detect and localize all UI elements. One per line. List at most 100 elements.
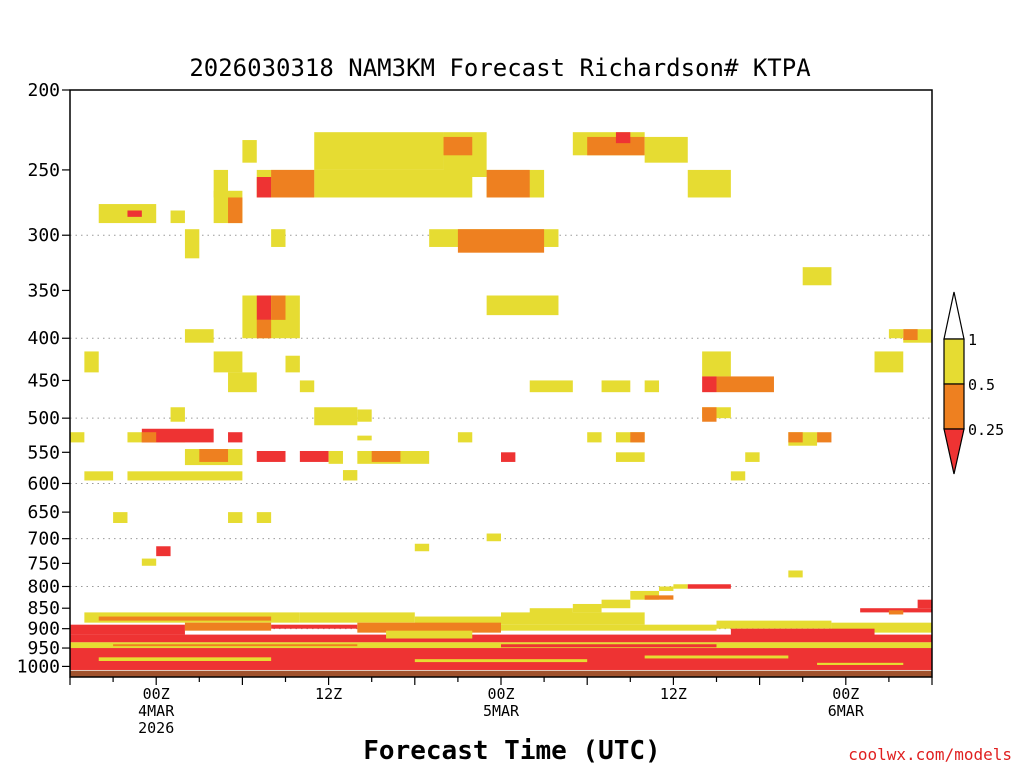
ri-cell-b05_1 [184, 329, 214, 343]
x-tick-label: 2026 [138, 719, 174, 737]
ri-cell-lt025 [256, 177, 272, 198]
ri-cell-lt025 [730, 628, 875, 641]
ri-cell-b05_1 [457, 432, 473, 443]
ri-cell-b05_1 [730, 471, 746, 481]
ri-cell-b05_1 [414, 616, 501, 627]
ri-cell-b05_1 [529, 608, 573, 617]
colorbar-legend: 0.25 0.5 1 [943, 291, 1004, 475]
ri-cell-b05_1 [414, 543, 430, 552]
ri-cell-b05_1 [228, 512, 243, 523]
ri-cell-b05_1 [644, 380, 660, 393]
ri-cell-b05_1 [587, 432, 602, 443]
ri-cell-b05_1 [256, 512, 272, 523]
ri-cell-b05_1 [601, 380, 631, 393]
ri-cell-b025_05 [228, 197, 243, 224]
ri-cell-b05_1 [414, 659, 588, 663]
colorbar-label: 0.5 [968, 376, 995, 394]
ri-cell-b025_05 [702, 407, 717, 422]
ri-cell-lt025 [299, 450, 329, 462]
y-tick-label: 200 [27, 80, 60, 101]
colorbar-label: 0.25 [968, 421, 1004, 439]
ri-cell-b025_05 [630, 432, 645, 443]
ri-cell-b05_1 [98, 204, 157, 224]
ri-cell-lt025 [70, 634, 932, 643]
ri-cell-b05_1 [127, 471, 243, 481]
y-tick-label: 650 [27, 502, 60, 523]
ri-cell-lt025 [70, 624, 185, 635]
ri-cell-b05_1 [242, 140, 257, 163]
ri-cell-b05_1 [342, 470, 358, 481]
y-tick-label: 1000 [17, 656, 60, 677]
richardson-cells [70, 132, 932, 670]
ri-cell-lt025 [501, 644, 717, 648]
ri-cell-b025_05 [903, 329, 918, 341]
ri-cell-b05_1 [615, 452, 645, 462]
x-tick-label: 5MAR [483, 702, 520, 720]
ri-cell-b05_1 [285, 355, 300, 373]
chart-title: 2026030318 NAM3KM Forecast Richardson# K… [189, 54, 811, 82]
x-tick-label: 4MAR [138, 702, 175, 720]
x-tick-label: 00Z [832, 685, 859, 703]
ri-cell-b05_1 [874, 351, 904, 373]
ri-cell-lt025 [228, 432, 243, 443]
ri-cell-lt025 [70, 648, 932, 670]
ri-cell-b05_1 [170, 210, 185, 224]
ri-cell-b025_05 [817, 432, 832, 443]
ri-cell-b025_05 [587, 136, 645, 156]
ri-cell-b05_1 [486, 533, 501, 542]
ri-cell-b025_05 [788, 432, 803, 443]
ri-cell-lt025 [256, 450, 286, 462]
ri-cell-b05_1 [831, 622, 932, 633]
ri-cell-b05_1 [630, 590, 660, 600]
y-tick-label: 550 [27, 442, 60, 463]
ri-cell-b05_1 [328, 450, 343, 464]
ri-cell-b05_1 [788, 570, 803, 578]
ri-cell-b05_1 [572, 603, 602, 613]
ri-cell-lt025 [687, 584, 731, 589]
ri-cell-b025_05 [443, 136, 473, 156]
ri-cell-b025_05 [271, 169, 315, 198]
ri-cell-b05_1 [601, 599, 631, 609]
colorbar-over-triangle [943, 291, 965, 340]
colorbar-label: 1 [968, 331, 977, 349]
ri-cell-b05_1 [673, 584, 688, 589]
ri-cell-b025_05 [113, 644, 358, 647]
ri-cell-b025_05 [98, 616, 272, 621]
ri-cell-b025_05 [184, 622, 272, 631]
ri-cell-b025_05 [486, 169, 530, 198]
ri-cell-b05_1 [357, 409, 372, 422]
ri-cell-b05_1 [141, 558, 157, 566]
ri-cell-b025_05 [256, 319, 272, 339]
x-tick-label: 12Z [315, 685, 342, 703]
ri-cell-b05_1 [687, 169, 731, 198]
ri-cell-lt025 [127, 210, 142, 217]
ri-cell-b05_1 [213, 351, 243, 373]
ri-cell-b05_1 [529, 380, 573, 393]
ri-cell-b05_1 [716, 620, 832, 629]
ri-cell-b05_1 [745, 452, 760, 462]
ri-cell-b05_1 [314, 132, 444, 170]
ri-cell-b05_1 [213, 169, 229, 198]
ri-cell-b025_05 [199, 449, 229, 462]
y-tick-label: 250 [27, 160, 60, 181]
ri-cell-b05_1 [113, 512, 128, 523]
y-tick-label: 950 [27, 638, 60, 659]
ri-cell-lt025 [141, 428, 214, 443]
ri-cell-b025_05 [371, 450, 401, 462]
ri-cell-b05_1 [271, 229, 286, 247]
ri-cell-b05_1 [501, 612, 645, 625]
y-tick-label: 600 [27, 473, 60, 494]
ri-cell-b025_05 [357, 622, 501, 633]
ri-cell-b05_1 [659, 586, 674, 591]
ri-cell-lt025 [271, 624, 358, 629]
ri-cell-b05_1 [84, 471, 114, 481]
ri-cell-lt025 [615, 132, 631, 144]
y-tick-label: 500 [27, 408, 60, 429]
ri-cell-b05_1 [98, 657, 272, 662]
y-tick-label: 700 [27, 529, 60, 550]
ri-cell-lt025 [156, 546, 171, 557]
ri-cell-b025_05 [888, 610, 904, 615]
y-tick-label: 800 [27, 576, 60, 597]
watermark-credit: coolwx.com/models [848, 745, 1012, 764]
